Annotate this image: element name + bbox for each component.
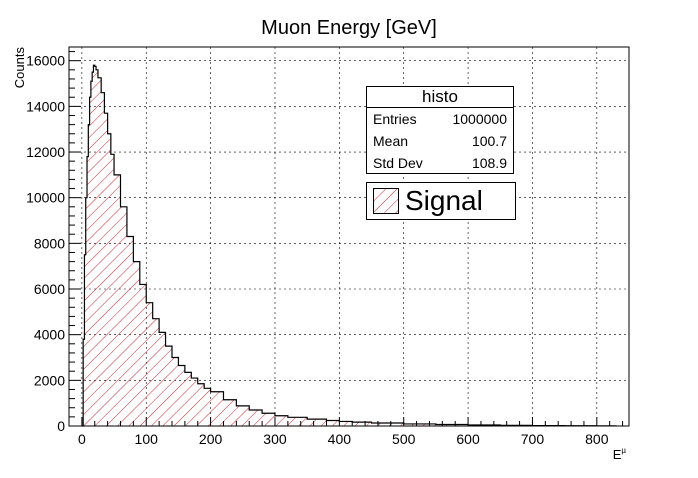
stats-stddev-label: Std Dev xyxy=(373,155,423,171)
stats-mean-label: Mean xyxy=(373,133,409,149)
x-tick-label: 300 xyxy=(263,431,287,447)
stats-row-entries: Entries 1000000 xyxy=(367,108,513,130)
stats-entries-value: 1000000 xyxy=(452,111,507,127)
y-tick-label: 4000 xyxy=(34,327,65,343)
y-axis-label: Counts xyxy=(12,47,27,89)
stats-stddev-value: 108.9 xyxy=(471,155,507,171)
stats-mean-value: 100.7 xyxy=(471,133,507,149)
x-tick-label: 100 xyxy=(135,431,159,447)
y-tick-label: 6000 xyxy=(34,281,65,297)
y-tick-label: 10000 xyxy=(26,190,65,206)
stats-title: histo xyxy=(367,87,513,108)
stats-box: histo Entries 1000000 Mean 100.7 Std Dev… xyxy=(366,86,514,174)
x-tick-label: 800 xyxy=(585,431,609,447)
x-axis-label-main: E xyxy=(613,447,622,462)
stats-row-stddev: Std Dev 108.9 xyxy=(367,152,513,174)
y-tick-label: 16000 xyxy=(26,53,65,69)
x-tick-label: 700 xyxy=(521,431,545,447)
histogram-outline xyxy=(81,64,617,427)
x-tick-label: 0 xyxy=(78,431,86,447)
x-tick-label: 200 xyxy=(199,431,223,447)
y-tick-label: 0 xyxy=(57,418,65,434)
legend: Signal xyxy=(366,182,516,220)
x-tick-label: 600 xyxy=(456,431,480,447)
x-axis-label: Eµ xyxy=(613,446,627,462)
histogram-fill xyxy=(81,64,617,427)
legend-swatch xyxy=(373,188,399,214)
y-tick-label: 8000 xyxy=(34,235,65,251)
y-tick-label: 14000 xyxy=(26,98,65,114)
plot-frame xyxy=(68,46,630,427)
stats-entries-label: Entries xyxy=(373,111,417,127)
histogram-area xyxy=(81,65,617,426)
legend-label: Signal xyxy=(405,185,483,216)
chart-title: Muon Energy [GeV] xyxy=(261,17,437,39)
stats-row-mean: Mean 100.7 xyxy=(367,130,513,152)
x-tick-label: 500 xyxy=(392,431,416,447)
y-tick-label: 2000 xyxy=(34,372,65,388)
x-axis-label-sup: µ xyxy=(621,446,626,455)
y-tick-label: 12000 xyxy=(26,144,65,160)
axes: 0 100 200 300 400 500 600 700 800020004000600080… xyxy=(26,46,630,447)
x-tick-label: 400 xyxy=(328,431,352,447)
